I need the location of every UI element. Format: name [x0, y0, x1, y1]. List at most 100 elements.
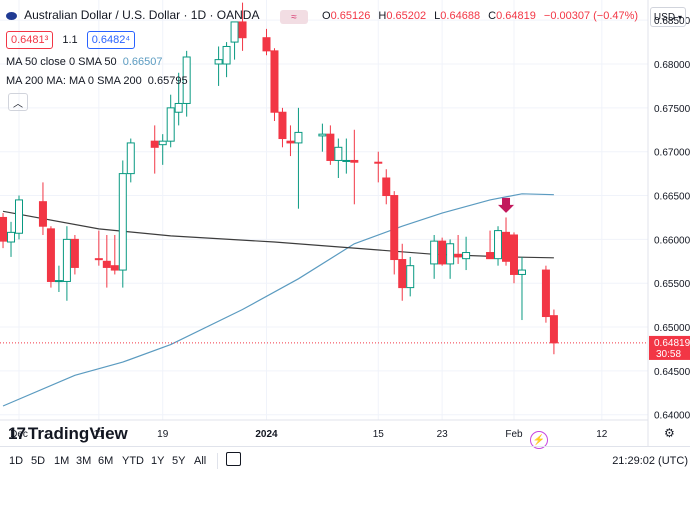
y-tick-label: 0.66500: [654, 192, 690, 203]
x-tick-label: 19: [157, 429, 169, 440]
bid-price-button[interactable]: 0.6481³: [6, 31, 54, 49]
last-price-label-bg: [649, 335, 690, 360]
candle-body: [398, 259, 407, 289]
last-price-label: 0.64819: [654, 338, 690, 349]
markers: [0, 197, 648, 344]
ma200-legend[interactable]: MA 200 MA: MA 0 SMA 200 0.65795: [6, 75, 188, 87]
candle-body: [446, 243, 455, 265]
ma50-legend[interactable]: MA 50 close 0 SMA 50 0.66507: [6, 56, 163, 68]
down-arrow-icon: [498, 197, 515, 213]
y-tick-label: 0.66000: [654, 235, 690, 246]
y-axis[interactable]: 0.68500 0.68000 0.67500 0.67000 0.66500 0.660…: [647, 0, 690, 446]
australia-flag-icon: [6, 12, 17, 21]
candle-body: [326, 133, 335, 161]
range-button-all[interactable]: All: [194, 455, 207, 467]
candle-body: [517, 269, 526, 275]
lightning-icon[interactable]: ⚡: [530, 431, 548, 449]
candle-body: [222, 45, 231, 65]
utc-clock[interactable]: 21:29:02 (UTC): [612, 455, 688, 467]
ma200-legend-label: MA 200 MA: MA 0 SMA 200: [6, 75, 142, 87]
candle-body: [286, 140, 295, 144]
candles: [0, 2, 558, 355]
ask-price-button[interactable]: 0.6482⁴: [86, 31, 136, 49]
y-tick-label: 0.68000: [654, 60, 690, 71]
candle-body: [406, 265, 415, 289]
ohlc-low-value: 0.64688: [440, 10, 481, 22]
candle-body: [150, 140, 159, 148]
bar-countdown-label: 30:58: [656, 349, 681, 360]
candle-body: [334, 146, 343, 161]
range-button-5y[interactable]: 5Y: [172, 455, 186, 467]
price-chart[interactable]: 0.68500 0.68000 0.67500 0.67000 0.66500 0.660…: [0, 0, 690, 446]
eye-icon[interactable]: ≈: [280, 10, 308, 24]
currency-selector[interactable]: USD ▾: [650, 7, 686, 27]
bid-ask-row: 0.6481³ 1.1 0.6482⁴: [6, 31, 141, 49]
x-axis[interactable]: Dec 11 19 2024 15 23 Feb 12: [0, 419, 648, 440]
candle-body: [38, 201, 47, 227]
collapse-legend-button[interactable]: ︿: [8, 93, 28, 111]
range-button-5d[interactable]: 5D: [31, 455, 46, 467]
ma50-line-group: [2, 193, 554, 407]
currency-label: USD: [653, 11, 676, 23]
range-button-1y[interactable]: 1Y: [151, 455, 165, 467]
chevron-down-icon: ▾: [678, 12, 683, 22]
grid-lines: [0, 0, 648, 420]
bottom-toolbar: 1D 5D 1M 3M 6M YTD 1Y 5Y All 21:29:02 (U…: [0, 446, 690, 477]
y-tick-label: 0.65500: [654, 279, 690, 290]
candle-body: [118, 173, 127, 271]
range-button-1d[interactable]: 1D: [9, 455, 24, 467]
y-tick-label: 0.68500: [654, 16, 690, 27]
chevron-up-icon: ︿: [13, 98, 23, 110]
x-tick-label: 23: [437, 429, 449, 440]
ma50-line: [2, 193, 554, 407]
candle-body: [62, 238, 71, 282]
candle-body: [214, 59, 223, 65]
x-tick-label: Feb: [505, 429, 523, 440]
candle-body: [230, 21, 239, 43]
ma50-legend-value: 0.66507: [122, 56, 163, 68]
candle-body: [549, 315, 558, 344]
x-tick-label: 12: [596, 429, 608, 440]
y-tick-label: 0.64500: [654, 367, 690, 378]
ohlc-change-value: −0.00307 (−0.47%): [543, 10, 639, 22]
candle-body: [46, 228, 55, 282]
candle-body: [350, 159, 359, 163]
range-button-1m[interactable]: 1M: [54, 455, 70, 467]
ohlc-close-value: 0.64819: [496, 10, 536, 22]
candle-body: [318, 133, 327, 137]
symbol-title[interactable]: Australian Dollar / U.S. Dollar · 1D · O…: [24, 8, 260, 22]
candle-body: [70, 238, 79, 268]
candle-body: [110, 265, 119, 271]
candle-body: [238, 21, 247, 39]
ohlc-close-label: C: [488, 10, 497, 22]
ma200-legend-value: 0.65795: [147, 75, 188, 87]
spread-value: 1.1: [62, 34, 78, 46]
y-tick-label: 0.67500: [654, 104, 690, 115]
candle-body: [382, 177, 391, 197]
candle-body: [102, 260, 111, 268]
ohlc-high-value: 0.65202: [386, 10, 427, 22]
candle-body: [430, 240, 439, 265]
candle-body: [342, 159, 351, 162]
candle-body: [462, 252, 471, 260]
tradingview-logo[interactable]: 17 TradingView: [8, 424, 128, 444]
candle-body: [374, 161, 383, 164]
candle-body: [494, 230, 503, 260]
x-tick-label: Dec: [10, 429, 28, 440]
candle-body: [502, 231, 511, 262]
candle-body: [510, 234, 518, 275]
x-tick-label: 11: [94, 429, 105, 440]
candle-body: [158, 140, 167, 146]
tradingview-logo-text: TradingView: [27, 424, 128, 443]
candle-body: [294, 131, 303, 144]
candle-body: [126, 142, 135, 175]
candle-body: [54, 280, 63, 283]
range-button-3m[interactable]: 3M: [76, 455, 92, 467]
candle-body: [174, 102, 183, 113]
calendar-range-icon[interactable]: [226, 452, 241, 466]
gear-icon[interactable]: ⚙: [664, 426, 675, 440]
range-button-ytd[interactable]: YTD: [122, 455, 144, 467]
candle-body: [0, 216, 8, 242]
range-button-6m[interactable]: 6M: [98, 455, 114, 467]
y-tick-label: 0.64000: [654, 411, 690, 422]
